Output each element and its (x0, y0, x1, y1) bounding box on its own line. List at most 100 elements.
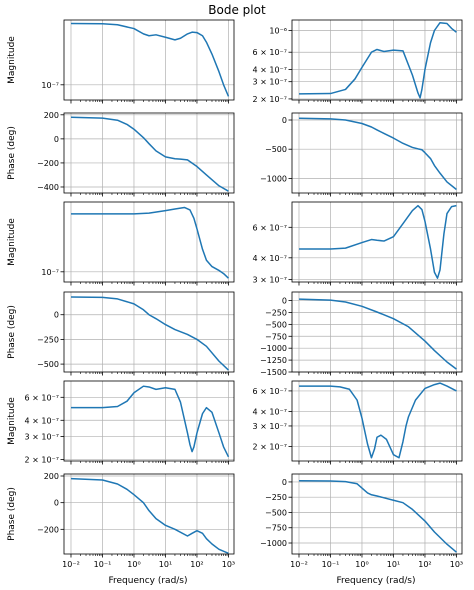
axes-frame (291, 291, 463, 373)
y-tick-label: −250 (265, 308, 287, 317)
y-tick-label: 4 × 10⁻⁷ (253, 254, 288, 263)
axes-frame (63, 112, 235, 194)
y-tick-label: 6 × 10⁻⁷ (253, 223, 288, 232)
y-tick-label: 0 (282, 116, 287, 125)
subplot-grid: 10⁻⁷ Magnitude 2 × 10⁻⁷ 3 × 10⁻⁷ 4 × 10⁻⁷ 6 ×… (7, 19, 463, 569)
x-axis-label-left: Frequency (rad/s) (108, 576, 187, 586)
y-tick-label: 6 × 10⁻⁷ (253, 387, 288, 396)
series-line (298, 382, 457, 459)
series-line (70, 477, 229, 555)
gridlines (292, 292, 462, 373)
y-tick-label: 200 (44, 472, 59, 481)
gridlines (64, 113, 234, 193)
gridlines (292, 474, 462, 554)
axes-frame (291, 380, 463, 462)
y-tick-label: −1000 (260, 174, 287, 183)
y-tick-label: 4 × 10⁻⁷ (253, 407, 288, 416)
y-tick-label: −1000 (260, 539, 287, 548)
subplot-r0-c0: 10⁻⁷ Magnitude (7, 19, 235, 104)
y-tick-label: 2 × 10⁻⁷ (253, 442, 288, 451)
x-tick-label: 10⁰ (127, 560, 140, 569)
y-tick-label: 4 × 10⁻⁷ (253, 65, 288, 74)
axes-frame (63, 201, 235, 283)
y-tick-label: −200 (37, 525, 59, 534)
series-line (298, 298, 457, 370)
y-tick-label: −1250 (260, 356, 287, 365)
gridlines (64, 292, 234, 372)
x-tick-label: 10⁻² (290, 560, 308, 569)
y-tick-label: −1500 (260, 368, 287, 377)
x-tick-label: 10¹ (159, 560, 172, 569)
axes-frame (63, 19, 235, 101)
y-axis-label: Magnitude (7, 397, 17, 445)
series-line (70, 116, 229, 192)
y-tick-label: 3 × 10⁻⁷ (25, 433, 60, 442)
subplot-r1-c0: 200 0 −200 −400 Phase (deg) (7, 111, 235, 197)
axes-frame (63, 380, 235, 462)
y-tick-label: −250 (265, 493, 287, 502)
x-tick-label: 10⁻¹ (322, 560, 340, 569)
gridlines (292, 113, 462, 193)
y-tick-label: −500 (37, 360, 59, 369)
y-axis-label: Magnitude (7, 218, 17, 266)
subplot-r1-c1: 0 −500 −1000 (260, 112, 463, 197)
series-line (70, 22, 230, 97)
y-tick-label: 6 × 10⁻⁷ (253, 48, 288, 57)
subplot-r4-c0: 2 × 10⁻⁷ 3 × 10⁻⁷ 4 × 10⁻⁷ 6 × 10⁻⁷ Magnitud… (7, 380, 235, 465)
gridlines (64, 20, 234, 100)
y-tick-label: 6 × 10⁻⁷ (25, 393, 60, 402)
y-tick-label: 3 × 10⁻⁷ (253, 422, 288, 431)
x-tick-label: 10² (190, 560, 203, 569)
y-tick-label: 0 (282, 478, 287, 487)
subplot-r4-c1: 2 × 10⁻⁷ 3 × 10⁻⁷ 4 × 10⁻⁷ 6 × 10⁻⁷ (253, 380, 463, 465)
x-tick-label: 10³ (450, 560, 463, 569)
y-tick-label: 10⁻⁷ (41, 81, 59, 90)
y-tick-label: 0 (54, 311, 59, 320)
y-tick-label: −500 (265, 508, 287, 517)
subplot-r3-c1: 0 −250 −500 −750 −1000 −1250 −1500 (260, 291, 463, 377)
series-line (298, 117, 457, 191)
y-axis-label: Phase (deg) (7, 126, 17, 180)
y-axis-label: Magnitude (7, 36, 17, 84)
y-tick-label: 0 (54, 135, 59, 144)
y-tick-label: −1000 (260, 344, 287, 353)
series-line (298, 204, 457, 279)
axes-frame (63, 473, 235, 555)
y-tick-label: 200 (44, 111, 59, 120)
y-tick-label: 3 × 10⁻⁷ (253, 78, 288, 87)
x-tick-label: 10⁰ (355, 560, 368, 569)
subplot-r0-c1: 2 × 10⁻⁷ 3 × 10⁻⁷ 4 × 10⁻⁷ 6 × 10⁻⁷ 10⁻⁶ (253, 19, 463, 104)
x-tick-label: 10⁻² (62, 560, 80, 569)
series-line (298, 479, 457, 553)
axes-frame (291, 112, 463, 194)
gridlines (292, 381, 462, 461)
x-tick-label: 10¹ (387, 560, 400, 569)
subplot-r3-c0: 0 −250 −500 Phase (deg) (7, 291, 235, 376)
axes-frame (291, 473, 463, 555)
y-tick-label: 0 (54, 499, 59, 508)
x-tick-label: 10⁻¹ (94, 560, 112, 569)
y-tick-label: 10⁻⁷ (41, 268, 59, 277)
axes-frame (291, 19, 463, 101)
gridlines (292, 202, 462, 282)
gridlines (64, 202, 234, 282)
y-tick-label: 3 × 10⁻⁷ (253, 275, 288, 284)
y-tick-label: −200 (37, 159, 59, 168)
y-tick-label: 2 × 10⁻⁷ (253, 95, 288, 104)
axes-frame (63, 291, 235, 373)
axes-frame (291, 201, 463, 283)
x-tick-label: 10³ (222, 560, 235, 569)
subplot-r5-c1: 10⁻² 10⁻¹ 10⁰ 10¹ 10² 10³ 0 −250 −500 −750 −1000 (260, 473, 463, 569)
y-tick-label: −500 (265, 145, 287, 154)
subplot-r5-c0: 10⁻² 10⁻¹ 10⁰ 10¹ 10² 10³ 200 0 −200 Phase (deg) (7, 472, 235, 569)
y-tick-label: 2 × 10⁻⁷ (25, 456, 60, 465)
subplot-r2-c0: 10⁻⁷ Magnitude (7, 201, 235, 286)
series-line (70, 296, 229, 371)
y-tick-label: −500 (265, 320, 287, 329)
subplot-r2-c1: 3 × 10⁻⁷ 4 × 10⁻⁷ 6 × 10⁻⁷ (253, 201, 463, 286)
series-line (70, 385, 230, 458)
x-tick-label: 10² (418, 560, 431, 569)
y-axis-label: Phase (deg) (7, 305, 17, 359)
y-axis-label: Phase (deg) (7, 487, 17, 541)
